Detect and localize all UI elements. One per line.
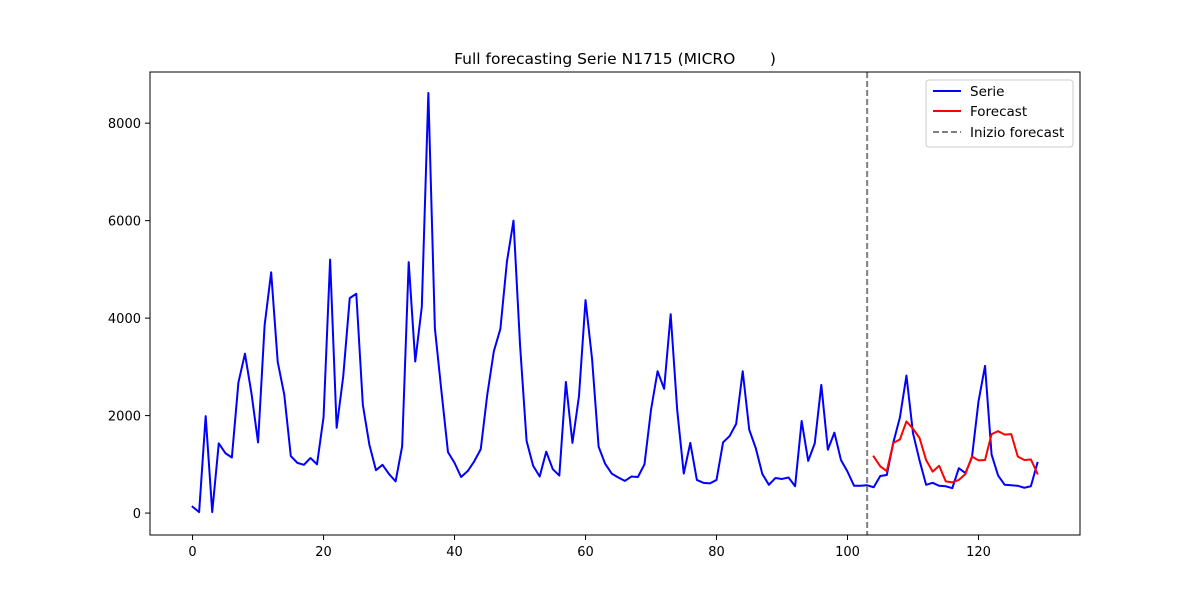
series-line-serie bbox=[191, 91, 1039, 514]
x-tick-label: 60 bbox=[577, 545, 594, 560]
x-tick-label: 120 bbox=[966, 545, 991, 560]
legend-label-serie: Serie bbox=[970, 84, 1004, 100]
x-tick-label: 80 bbox=[708, 545, 725, 560]
legend-label-forecast: Forecast bbox=[970, 104, 1027, 120]
legend-label-forecast-start: Inizio forecast bbox=[970, 125, 1064, 141]
x-tick-label: 100 bbox=[835, 545, 860, 560]
x-tick-label: 20 bbox=[315, 545, 332, 560]
y-tick-label: 2000 bbox=[108, 410, 141, 425]
chart-title: Full forecasting Serie N1715 (MICRO ) bbox=[454, 50, 776, 68]
y-tick-label: 8000 bbox=[108, 117, 141, 132]
legend: Serie Forecast Inizio forecast bbox=[925, 79, 1074, 148]
legend-frame bbox=[925, 79, 1074, 148]
axes-frame bbox=[149, 71, 1081, 536]
y-tick-label: 4000 bbox=[108, 312, 141, 327]
y-tick-label: 0 bbox=[133, 507, 141, 522]
x-tick-label: 0 bbox=[188, 545, 196, 560]
y-tick-label: 6000 bbox=[108, 215, 141, 230]
x-tick-label: 40 bbox=[446, 545, 463, 560]
plot-area: 0 20 40 60 80 100 120 0 2000 4000 6000 8000 bbox=[108, 71, 1081, 560]
series-line-forecast bbox=[872, 420, 1039, 484]
